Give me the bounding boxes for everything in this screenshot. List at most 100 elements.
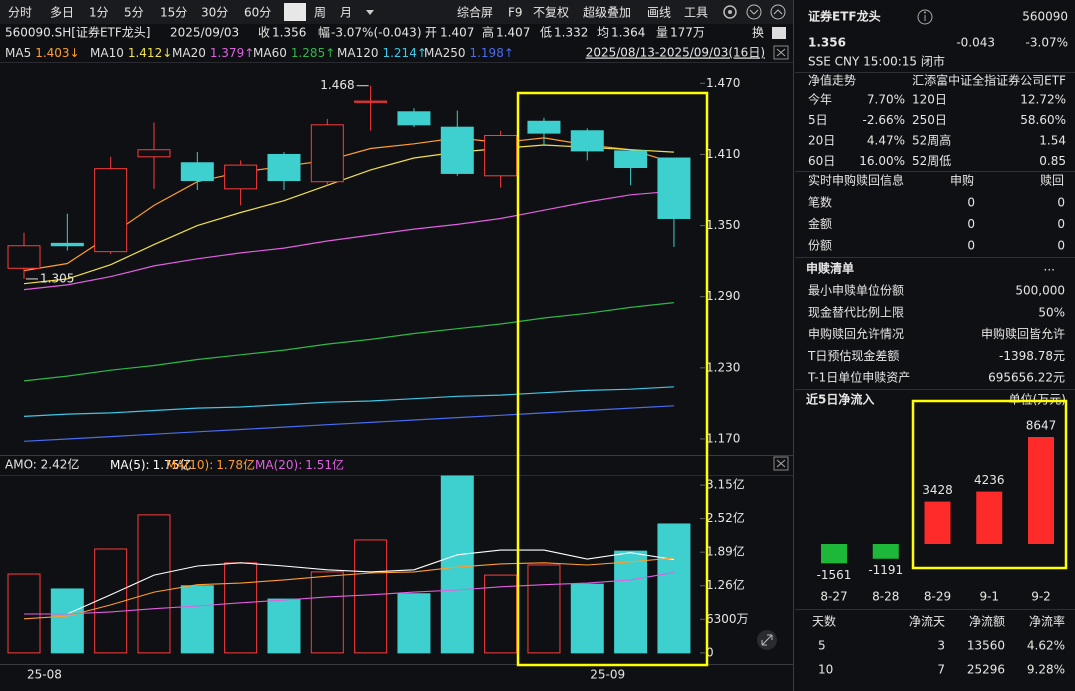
x-tick-label: 8-29 bbox=[924, 590, 951, 604]
y-tick-label: 2.52亿 bbox=[706, 510, 745, 525]
y-tick-label: 1.26亿 bbox=[706, 577, 745, 592]
inflow-bar bbox=[1028, 437, 1054, 544]
ma-line bbox=[23, 190, 674, 291]
close-button[interactable] bbox=[773, 456, 789, 471]
tool-button[interactable]: 工具 bbox=[684, 6, 708, 20]
info-item: 幅 bbox=[318, 25, 330, 40]
ma-name: MA60 bbox=[253, 46, 287, 60]
ma-name: MA10 bbox=[90, 46, 124, 60]
row-label: 最小申赎单位份额 bbox=[808, 283, 904, 298]
period-tab[interactable]: 15分 bbox=[160, 6, 187, 20]
inflow-bar bbox=[976, 491, 1003, 544]
x-tick-label: 25-09 bbox=[590, 668, 625, 682]
y-tick-label: 1.230 bbox=[706, 360, 740, 374]
ma-value: 1.198↑ bbox=[469, 46, 513, 60]
y-tick-label: 1.89亿 bbox=[706, 544, 745, 559]
y-tick-label: 1.470 bbox=[706, 76, 740, 90]
ma-legend: MA20 1.379↑ bbox=[172, 46, 254, 60]
zoom-icon[interactable] bbox=[757, 630, 777, 650]
period-tab[interactable]: 分时 bbox=[8, 6, 32, 20]
row-value: 16.00% bbox=[859, 154, 905, 168]
volume-bar bbox=[180, 585, 214, 654]
ma-legend: MA250 1.198↑ bbox=[424, 46, 514, 60]
tool-button[interactable]: 综合屏 bbox=[457, 5, 493, 20]
volume-ma-line bbox=[24, 549, 674, 615]
settings-icon[interactable] bbox=[723, 5, 737, 19]
etf-name: 证券ETF龙头 bbox=[808, 9, 881, 24]
ma-name: MA250 bbox=[424, 46, 465, 60]
section-title: 净值走势 bbox=[808, 73, 856, 88]
volume-ma-line bbox=[24, 571, 674, 615]
row-value: -2.66% bbox=[863, 113, 905, 127]
row-label: 52周低 bbox=[912, 154, 951, 168]
period-tab[interactable]: 周 bbox=[314, 6, 326, 20]
section-title: 申赎清单 bbox=[806, 261, 854, 276]
active-tab bbox=[284, 3, 306, 21]
volume-bar bbox=[570, 583, 604, 654]
row-label: 今年 bbox=[808, 92, 832, 107]
x-tick-label: 8-27 bbox=[820, 590, 847, 604]
period-tab[interactable]: 月 bbox=[340, 6, 352, 20]
ma-value: 1.78亿 bbox=[216, 457, 255, 472]
expand-icon[interactable] bbox=[770, 4, 786, 20]
info-item: 均 bbox=[597, 26, 609, 40]
y-tick-label: 1.410 bbox=[706, 147, 740, 161]
candle-body bbox=[484, 134, 518, 177]
row-label: 笔数 bbox=[808, 195, 832, 210]
section-title: 实时申购赎回信息 bbox=[808, 173, 904, 188]
period-tab[interactable]: 日 bbox=[288, 6, 300, 20]
info-icon[interactable] bbox=[917, 9, 933, 25]
highlight-box bbox=[516, 91, 709, 667]
volume-bar bbox=[397, 593, 431, 654]
ma-line bbox=[23, 144, 674, 285]
inflow-bar bbox=[821, 544, 847, 564]
wp-icon[interactable] bbox=[772, 27, 786, 39]
volume-ma-line bbox=[23, 557, 674, 620]
tool-button[interactable]: 不复权 bbox=[533, 6, 569, 20]
candle-body bbox=[397, 111, 431, 126]
volume-legend: MA(20): 1.51亿 bbox=[255, 457, 344, 472]
close-button[interactable] bbox=[773, 45, 789, 60]
period-tab[interactable]: 多日 bbox=[50, 6, 74, 20]
chart-title: 近5日净流入 bbox=[806, 392, 874, 407]
table-cell: 25296 bbox=[967, 663, 1005, 677]
tool-button[interactable]: F9 bbox=[508, 6, 523, 20]
info-item: 1.332 bbox=[554, 26, 588, 40]
ma-name: MA(10): bbox=[166, 458, 213, 472]
x-tick-label: 9-2 bbox=[1031, 590, 1051, 604]
dropdown-icon[interactable] bbox=[366, 10, 374, 15]
row-label: 现金替代比例上限 bbox=[808, 304, 904, 319]
volume-bar bbox=[50, 588, 84, 654]
value-label: 4236 bbox=[974, 473, 1005, 487]
candle-body bbox=[94, 168, 128, 253]
volume-bar bbox=[267, 598, 301, 654]
more-button[interactable]: ... bbox=[1044, 260, 1055, 274]
inflow-bar bbox=[872, 544, 899, 559]
table-cell: 4.62% bbox=[1027, 639, 1065, 653]
fund-name: 汇添富中证全指证券公司ETF bbox=[912, 73, 1066, 88]
volume-bar bbox=[527, 564, 561, 654]
row-label: 申购赎回允许情况 bbox=[808, 326, 904, 341]
period-tab[interactable]: 30分 bbox=[201, 6, 228, 20]
column-header: 天数 bbox=[812, 614, 836, 629]
y-tick-label: 1.350 bbox=[706, 218, 740, 232]
tool-button[interactable]: 画线 bbox=[647, 6, 671, 20]
row-label: 52周高 bbox=[912, 133, 951, 148]
swap-button[interactable]: 换 bbox=[752, 26, 764, 40]
period-tab[interactable]: 1分 bbox=[89, 6, 109, 20]
period-tab[interactable]: 60分 bbox=[244, 6, 271, 20]
candle-body bbox=[180, 162, 214, 182]
row-value: 4.47% bbox=[867, 134, 905, 148]
candle-body bbox=[354, 100, 388, 103]
candle-body bbox=[7, 245, 41, 269]
candle-body bbox=[224, 164, 258, 190]
volume-legend: MA(5): 1.75亿 bbox=[110, 457, 191, 472]
row-label: 5日 bbox=[808, 113, 828, 127]
collapse-icon[interactable] bbox=[746, 4, 762, 20]
info-item: 低 bbox=[540, 26, 552, 40]
period-tab[interactable]: 5分 bbox=[124, 6, 144, 20]
info-item: 1.407 bbox=[440, 26, 474, 40]
tool-button[interactable]: 超级叠加 bbox=[583, 5, 631, 20]
status: SSE CNY 15:00:15 闭市 bbox=[808, 54, 945, 69]
